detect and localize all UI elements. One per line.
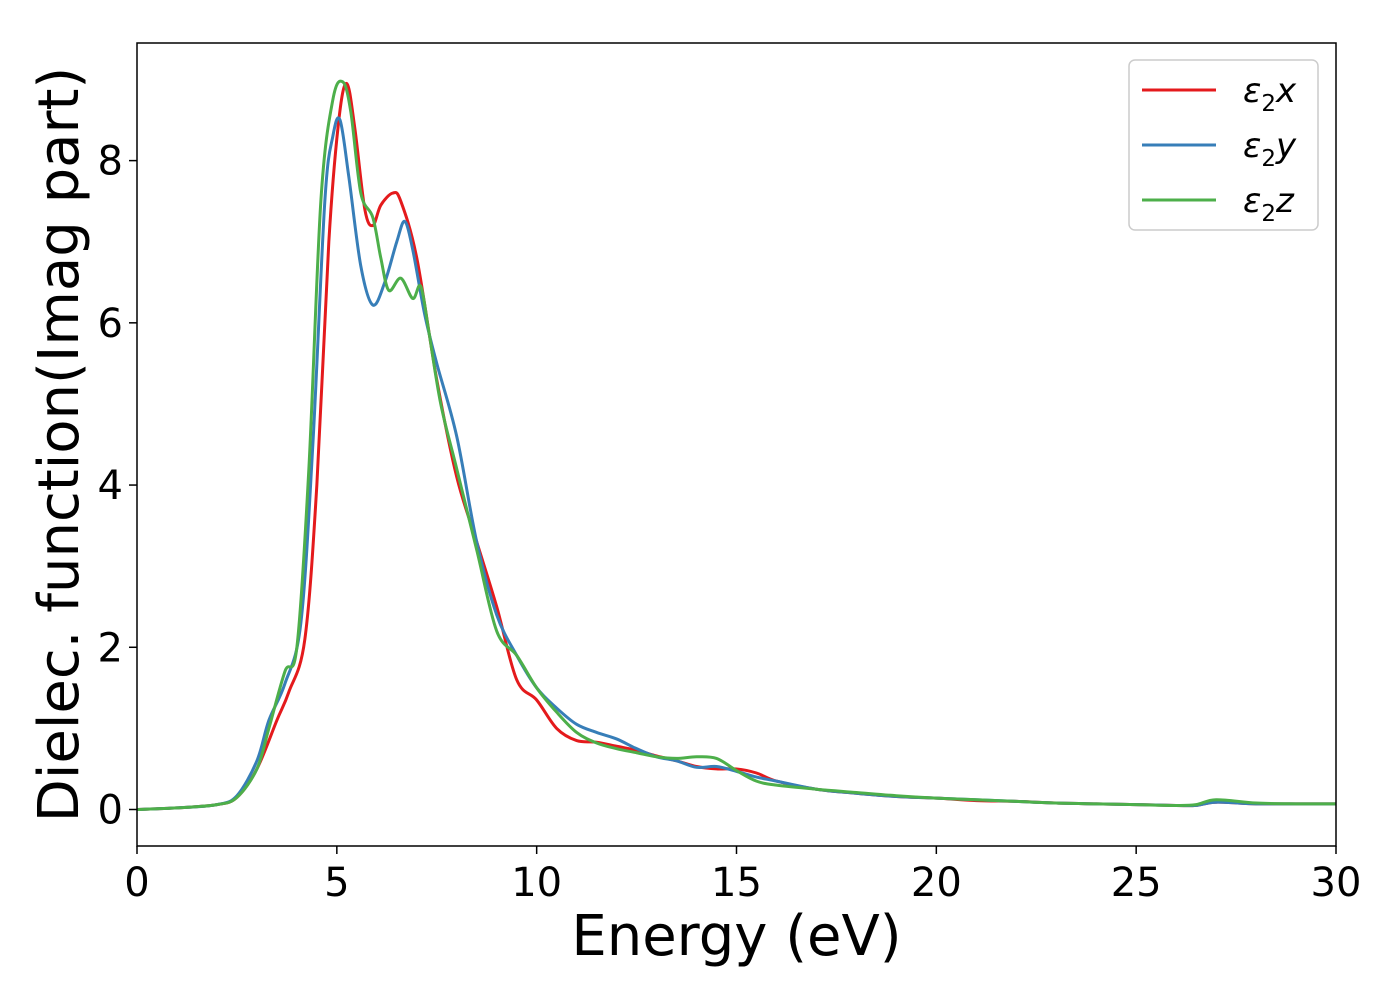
y-tick-label: 8 [98,139,123,185]
series-line-z [137,79,1336,811]
x-tick-label: 0 [124,860,149,906]
legend-box [1128,59,1319,231]
y-axis-label: Dielec. function(Imag part) [27,67,92,823]
y-axis: 0 2 4 6 8 [98,139,137,834]
x-tick-label: 20 [911,860,962,906]
y-tick-label: 6 [98,301,123,347]
x-tick-label: 30 [1311,860,1362,906]
x-axis-label: Energy (eV) [571,904,901,969]
legend-label-x: ε2x [1243,71,1297,117]
y-tick-label: 4 [98,463,123,509]
x-tick-label: 5 [324,860,349,906]
legend-label-z: ε2z [1243,181,1295,227]
y-tick-label: 2 [98,625,123,671]
series-lines [137,79,1336,811]
legend-label-y: ε2y [1243,126,1297,172]
x-axis: 0 5 10 15 20 25 30 [124,846,1361,906]
x-tick-label: 15 [711,860,762,906]
y-tick-label: 0 [98,788,123,834]
x-tick-label: 10 [511,860,562,906]
legend: ε2x ε2y ε2z [1128,59,1319,231]
x-tick-label: 25 [1111,860,1162,906]
